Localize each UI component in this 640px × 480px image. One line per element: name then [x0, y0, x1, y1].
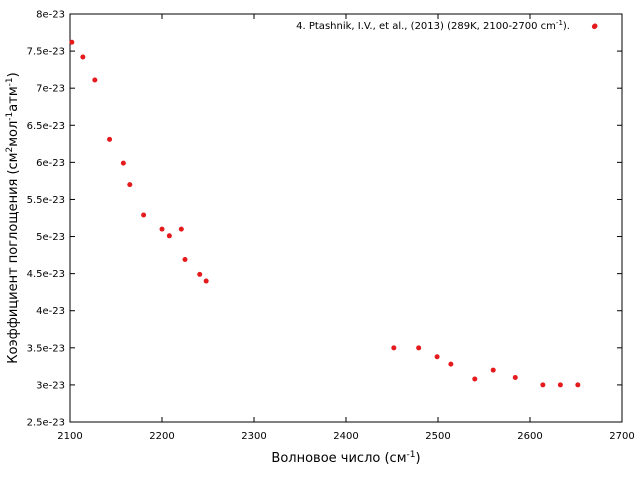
- y-tick-label: 3.5e-23: [27, 343, 65, 354]
- x-tick-label: 2100: [57, 431, 82, 442]
- data-point: [472, 376, 478, 382]
- x-tick-label: 2600: [517, 431, 542, 442]
- plot-frame: [69, 13, 623, 423]
- data-point: [557, 382, 563, 388]
- y-tick-label: 4e-23: [36, 306, 65, 317]
- data-point: [92, 77, 98, 83]
- y-tick-label: 3e-23: [36, 380, 65, 391]
- data-point: [120, 160, 126, 166]
- data-point: [540, 382, 546, 388]
- data-point: [159, 226, 165, 232]
- x-axis-label: Волновое число (см-1): [271, 450, 420, 466]
- data-point: [69, 39, 75, 45]
- data-point: [575, 382, 581, 388]
- data-point: [182, 257, 188, 263]
- y-tick-label: 4.5e-23: [27, 269, 65, 280]
- x-tick-label: 2200: [149, 431, 174, 442]
- data-point: [127, 182, 133, 188]
- data-point: [141, 212, 147, 218]
- y-tick-label: 8e-23: [36, 10, 65, 21]
- y-tick-label: 2.5e-23: [27, 418, 65, 429]
- x-tick-label: 2500: [425, 431, 450, 442]
- points-layer: [69, 24, 597, 388]
- data-point: [107, 136, 113, 142]
- y-tick-label: 5.5e-23: [27, 195, 65, 206]
- x-tick-label: 2700: [609, 431, 634, 442]
- data-point: [416, 345, 422, 351]
- ticks-layer: 2100 2200 2300 2400 2500 2600 2700 2.5e-23 3e-23…: [27, 10, 635, 443]
- legend-marker: [592, 23, 598, 29]
- y-tick-label: 7.5e-23: [27, 47, 65, 58]
- y-tick-label: 6.5e-23: [27, 121, 65, 132]
- data-point: [512, 374, 518, 380]
- data-point: [197, 271, 203, 277]
- data-point: [80, 54, 86, 60]
- data-point: [203, 278, 209, 284]
- y-axis-label: Коэффициент поглощения (см2мол-1атм-1): [5, 72, 21, 363]
- data-point: [178, 226, 184, 232]
- data-point: [434, 354, 440, 360]
- y-tick-label: 5e-23: [36, 232, 65, 243]
- data-point: [391, 345, 397, 351]
- y-tick-label: 7e-23: [36, 84, 65, 95]
- data-point: [166, 233, 172, 239]
- data-point: [448, 361, 454, 367]
- legend-label: 4. Ptashnik, I.V., et al., (2013) (289K,…: [296, 19, 570, 32]
- x-tick-label: 2300: [241, 431, 266, 442]
- data-point: [490, 367, 496, 373]
- y-tick-label: 6e-23: [36, 158, 65, 169]
- x-tick-label: 2400: [333, 431, 358, 442]
